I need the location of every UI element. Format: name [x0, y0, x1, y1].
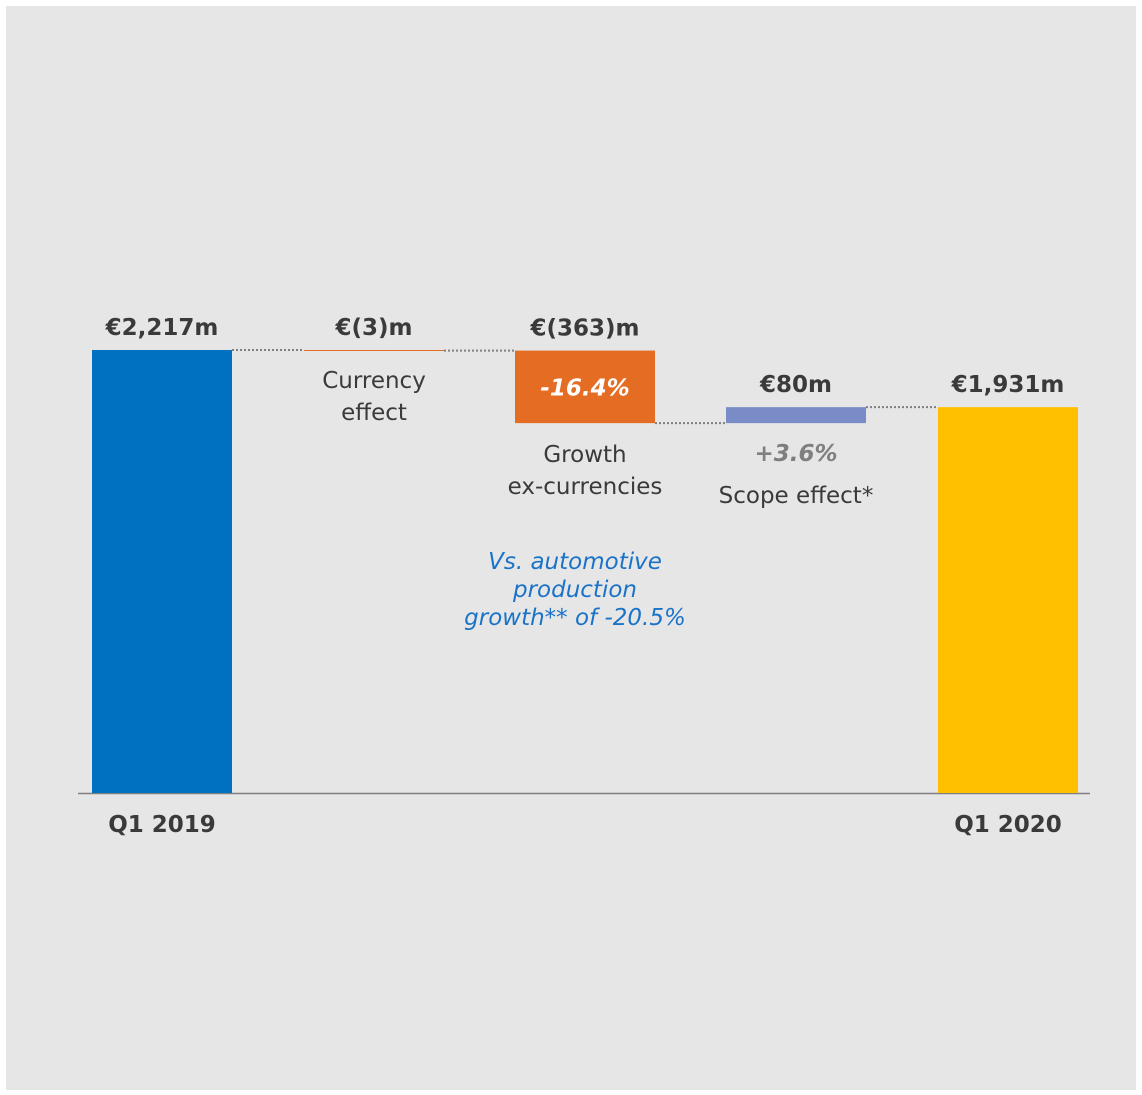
category-label-currency: effect — [341, 400, 407, 426]
pct-label-growth: -16.4% — [540, 376, 629, 402]
category-label-currency: Currency — [322, 368, 426, 394]
value-label-q1_2020: €1,931m — [951, 372, 1065, 398]
annotation-text: production — [512, 577, 637, 603]
bar-scope — [726, 407, 866, 424]
category-label-growth: Growth — [543, 442, 626, 468]
value-label-q1_2019: €2,217m — [105, 315, 219, 341]
category-label-scope: Scope effect* — [719, 483, 874, 509]
category-label-q1_2020: Q1 2020 — [954, 812, 1062, 838]
annotation-text: Vs. automotive — [488, 549, 662, 575]
value-label-growth: €(363)m — [529, 316, 639, 342]
bar-q1_2020 — [938, 407, 1078, 793]
bar-growth — [515, 350, 655, 424]
value-label-scope: €80m — [759, 372, 832, 398]
value-label-currency: €(3)m — [335, 315, 413, 341]
category-label-q1_2019: Q1 2019 — [108, 812, 216, 838]
category-label-growth: ex-currencies — [508, 474, 663, 500]
bar-currency — [304, 350, 444, 351]
annotation-text: growth** of -20.5% — [464, 605, 686, 631]
bar-q1_2019 — [92, 350, 232, 793]
pct-label-scope: +3.6% — [754, 441, 837, 467]
